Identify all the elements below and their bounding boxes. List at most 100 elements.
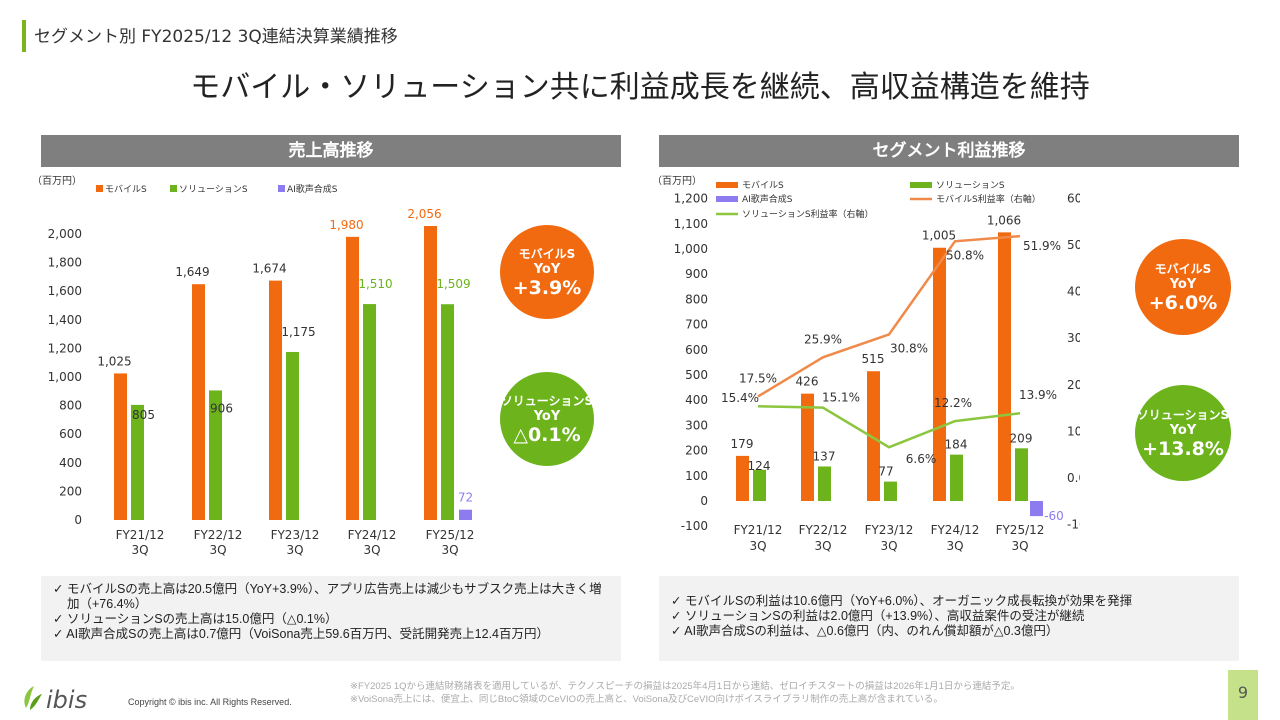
- y-tick-label: 0: [700, 494, 708, 508]
- data-label: 515: [862, 352, 885, 366]
- y-tick-label: 500: [685, 368, 708, 382]
- page-number: 9: [1228, 670, 1258, 720]
- bar: [753, 469, 766, 501]
- line-data-label: 13.9%: [1019, 388, 1057, 402]
- bar: [1030, 501, 1043, 517]
- x-tick-label: FY25/12: [426, 528, 475, 542]
- y-tick-label: 2,000: [48, 227, 82, 241]
- profit-chart: （百万円） -100 0 100 200 300 400 500 600 700 800 900 1,0…: [652, 175, 1080, 553]
- badge-value: +6.0%: [1148, 292, 1218, 314]
- y-tick-label: 200: [685, 444, 708, 458]
- legend-label: ソリューションS: [179, 185, 248, 195]
- bar: [269, 280, 282, 520]
- data-label: 426: [796, 375, 819, 389]
- bar: [1015, 448, 1028, 501]
- data-label: 2,056: [407, 207, 441, 221]
- y2-tick-label: 30.0%: [1067, 331, 1080, 345]
- data-label: 209: [1010, 431, 1033, 445]
- y-tick-label: 1,000: [48, 370, 82, 384]
- y-tick-label: 100: [685, 469, 708, 483]
- data-label: 184: [945, 438, 968, 452]
- line-data-label: 15.1%: [822, 391, 860, 405]
- header-accent-bar: [22, 20, 26, 52]
- footnote: ※VoiSona売上には、便宜上、同じBtoC領域のCeVIOの売上高と、Voi…: [350, 694, 943, 705]
- legend-label: ソリューションS利益率（右軸）: [742, 208, 874, 220]
- line-series: [757, 404, 1021, 449]
- data-label: 906: [210, 401, 233, 415]
- bar: [950, 454, 963, 501]
- x-tick-label: 3Q: [880, 539, 897, 553]
- left-solution-yoy-badge: ソリューションS YoY △0.1%: [500, 372, 594, 466]
- data-label: 77: [878, 465, 893, 479]
- legend-swatch: [910, 182, 932, 188]
- x-tick-label: 3Q: [209, 543, 226, 557]
- data-label: 805: [132, 408, 155, 422]
- y2-tick-label: 60.0%: [1067, 191, 1080, 205]
- x-tick-label: FY23/12: [865, 523, 914, 537]
- ibis-logo: ibis: [24, 686, 87, 714]
- right-notes: ✓ モバイルSの利益は10.6億円（YoY+6.0%）、オーガニック成長転換が効…: [659, 576, 1239, 661]
- x-tick-label: 3Q: [749, 539, 766, 553]
- x-tick-label: FY24/12: [348, 528, 397, 542]
- legend-label: モバイルS利益率（右軸）: [936, 193, 1041, 205]
- bar: [736, 455, 749, 501]
- right-solution-yoy-badge: ソリューションS YoY +13.8%: [1135, 385, 1231, 481]
- badge-name: ソリューションS: [500, 394, 594, 408]
- legend-swatch: [96, 185, 103, 192]
- note-item: ✓ AI歌声合成Sの利益は、△0.6億円（内、のれん償却額が△0.3億円）: [671, 624, 1059, 638]
- unit-label: （百万円）: [652, 175, 702, 187]
- legend-swatch: [716, 182, 738, 188]
- y-tick-label: 200: [59, 484, 82, 498]
- y-tick-label: 1,600: [48, 284, 82, 298]
- bar: [363, 304, 376, 520]
- y-tick-label: 400: [685, 393, 708, 407]
- left-notes: ✓ モバイルSの売上高は20.5億円（YoY+3.9%）、アプリ広告売上は減少も…: [41, 576, 621, 661]
- y-tick-label: 700: [685, 318, 708, 332]
- y-tick-label: 1,000: [674, 242, 708, 256]
- data-label: 1,980: [329, 218, 363, 232]
- badge-value: +13.8%: [1142, 438, 1224, 460]
- line-series: [757, 234, 1021, 398]
- y2-tick-label: 10.0%: [1067, 424, 1080, 438]
- footnote: ※FY2025 1Qから連結財務諸表を適用しているが、テクノスピーチの損益は20…: [350, 681, 1020, 692]
- left-mobile-yoy-badge: モバイルS YoY +3.9%: [500, 225, 594, 319]
- y2-tick-label: 20.0%: [1067, 378, 1080, 392]
- note-item: ✓ AI歌声合成Sの売上高は0.7億円（VoiSona売上59.6百万円、受託開…: [53, 627, 550, 641]
- x-tick-label: FY21/12: [734, 523, 783, 537]
- copyright: Copyright © ibis inc. All Rights Reserve…: [128, 697, 292, 707]
- x-tick-label: 3Q: [441, 543, 458, 557]
- y-tick-label: 1,200: [674, 192, 708, 206]
- x-tick-label: FY21/12: [116, 528, 165, 542]
- legend-swatch: [170, 185, 177, 192]
- x-tick-label: FY24/12: [931, 523, 980, 537]
- y-tick-label: 600: [59, 427, 82, 441]
- data-label: 1,005: [922, 229, 956, 243]
- y-tick-label: 1,200: [48, 341, 82, 355]
- legend-label: モバイルS: [105, 184, 147, 195]
- bar: [933, 247, 946, 501]
- sales-chart: （百万円） 0 200 400 600 800 1,000 1,200 1,400 1,600 1,…: [32, 175, 475, 557]
- line-data-label: 6.6%: [906, 452, 937, 466]
- badge-value: +3.9%: [512, 277, 582, 299]
- y-tick-label: 900: [685, 267, 708, 281]
- x-tick-label: FY22/12: [799, 523, 848, 537]
- bar: [884, 481, 897, 501]
- data-label: -60: [1044, 509, 1064, 523]
- unit-label: （百万円）: [32, 175, 82, 187]
- bar: [192, 284, 205, 520]
- data-label: 137: [813, 449, 836, 463]
- note-item: ✓ モバイルSの利益は10.6億円（YoY+6.0%）、オーガニック成長転換が効…: [671, 594, 1133, 608]
- y-tick-label: 400: [59, 456, 82, 470]
- right-mobile-yoy-badge: モバイルS YoY +6.0%: [1135, 239, 1231, 335]
- x-tick-label: FY23/12: [271, 528, 320, 542]
- badge-name: モバイルS: [518, 247, 576, 261]
- bar: [346, 236, 359, 521]
- line-data-label: 50.8%: [946, 248, 984, 262]
- line-data-label: 15.4%: [721, 391, 759, 405]
- left-section-title: 売上高推移: [41, 135, 621, 167]
- y-tick-label: 800: [59, 399, 82, 413]
- legend-swatch: [716, 196, 738, 202]
- y-tick-label: 1,400: [48, 313, 82, 327]
- x-tick-label: FY25/12: [996, 523, 1045, 537]
- legend-label: ソリューションS: [936, 181, 1005, 191]
